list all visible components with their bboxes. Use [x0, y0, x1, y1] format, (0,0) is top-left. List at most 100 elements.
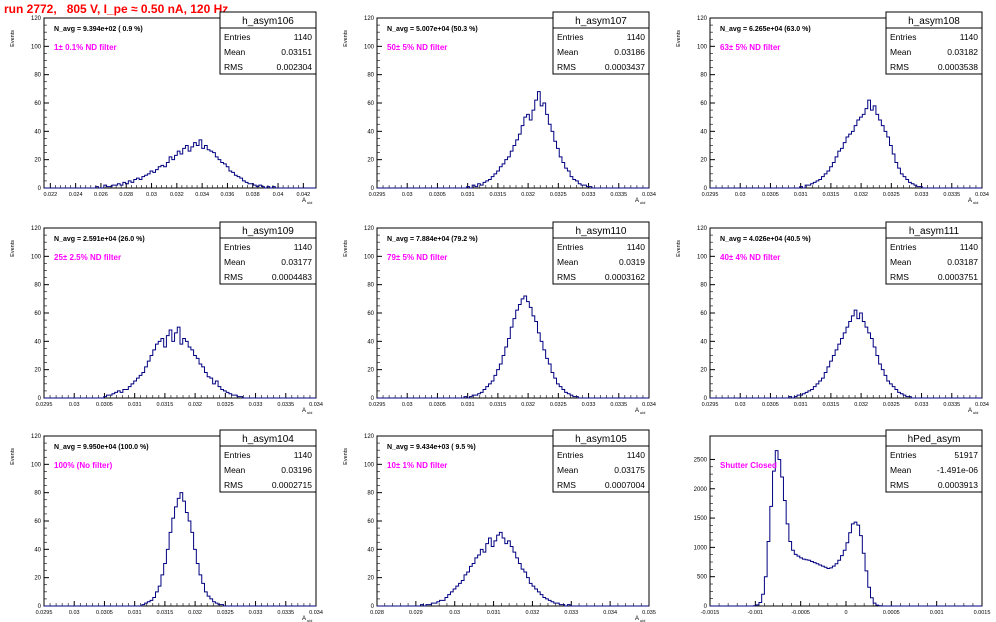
y-tick-label: 80 — [367, 491, 374, 497]
stats-value: 0.03187 — [947, 257, 978, 267]
stats-key: RMS — [890, 272, 909, 282]
stats-value: 1140 — [960, 32, 979, 42]
y-tick-label: 20 — [34, 158, 41, 164]
stats-key: Mean — [557, 47, 579, 57]
histogram-series — [377, 531, 649, 607]
stats-key: Mean — [890, 465, 912, 475]
stats-value: 0.03175 — [614, 465, 645, 475]
y-tick-label: 120 — [364, 16, 375, 22]
stats-box-title: h_asym106 — [242, 16, 294, 27]
y-tick-label: 0 — [38, 604, 42, 610]
y-tick-label: 40 — [34, 129, 41, 135]
x-axis-label: A — [302, 198, 306, 204]
y-axis-label: Events — [10, 30, 16, 47]
y-axis-label: Events — [10, 448, 16, 465]
y-tick-label: 40 — [34, 339, 41, 345]
stats-value: -1.491e-06 — [937, 465, 978, 475]
stats-key: Entries — [557, 450, 583, 460]
navg-label: N_avg = 9.434e+03 ( 9.5 %) — [387, 444, 476, 451]
x-tick-label: 0.024 — [69, 192, 83, 198]
x-axis-label-subscript: uid — [973, 410, 978, 415]
stats-value: 0.03182 — [947, 47, 978, 57]
stats-key: RMS — [557, 272, 576, 282]
y-tick-label: 1500 — [694, 516, 708, 522]
x-tick-label: 0.034 — [975, 192, 989, 198]
x-tick-label: 0.0305 — [762, 192, 779, 198]
x-axis-label-subscript: uid — [640, 618, 645, 622]
x-tick-label: 0.032 — [188, 402, 202, 408]
navg-label: N_avg = 4.026e+04 (40.5 %) — [720, 236, 811, 243]
y-tick-label: 80 — [700, 283, 707, 289]
y-tick-label: 80 — [700, 73, 707, 79]
stats-box — [552, 11, 650, 75]
y-tick-label: 80 — [34, 73, 41, 79]
x-tick-label: 0.032 — [188, 610, 202, 616]
y-tick-label: 100 — [31, 254, 42, 260]
x-tick-label: 0.031 — [461, 192, 475, 198]
x-tick-label: 0.0335 — [610, 402, 627, 408]
y-axis-label: Events — [343, 240, 349, 257]
y-tick-label: 40 — [367, 339, 374, 345]
stats-box — [885, 221, 983, 285]
filter-annotation: 40± 4% ND filter — [720, 253, 780, 262]
stats-key: Mean — [890, 47, 912, 57]
y-tick-label: 20 — [34, 576, 41, 582]
x-tick-label: 0.04 — [273, 192, 284, 198]
y-tick-label: 120 — [364, 434, 375, 440]
y-tick-label: 40 — [700, 129, 707, 135]
x-tick-label: 0.032 — [170, 192, 184, 198]
x-tick-label: 0.0335 — [277, 610, 294, 616]
x-tick-label: 0.033 — [582, 192, 596, 198]
stats-box-title: h_asym110 — [576, 226, 627, 237]
y-tick-label: 100 — [364, 44, 375, 50]
x-tick-label: 0.033 — [915, 192, 929, 198]
x-tick-label: 0.0325 — [883, 192, 900, 198]
y-tick-label: 120 — [364, 226, 375, 232]
x-tick-label: 0.03 — [69, 402, 80, 408]
y-axis-label: Events — [676, 30, 682, 47]
x-tick-label: 0.03 — [735, 192, 746, 198]
x-tick-label: 0.033 — [564, 610, 578, 616]
navg-label: N_avg = 6.265e+04 (63.0 %) — [720, 26, 811, 33]
y-tick-label: 120 — [697, 226, 708, 232]
x-tick-label: 0.031 — [487, 610, 501, 616]
x-tick-label: 0.03 — [146, 192, 157, 198]
x-tick-label: -0.001 — [748, 610, 764, 616]
y-tick-label: 120 — [697, 16, 708, 22]
x-tick-label: 0.029 — [409, 610, 423, 616]
stats-key: RMS — [557, 480, 576, 490]
histogram-panel-h_asym109: 0 20 40 60 80 100 120 0.0295 0.03 0.0305 0.031 0.03… — [10, 221, 323, 415]
histogram-panel-h_asym110: 0 20 40 60 80 100 120 0.0295 0.03 0.0305 0.031 0.03… — [343, 221, 656, 415]
stats-value: 1140 — [294, 242, 313, 252]
stats-key: Mean — [890, 257, 912, 267]
y-tick-label: 60 — [367, 101, 374, 107]
y-axis-label: Events — [343, 448, 349, 465]
x-tick-label: 0.031 — [128, 402, 142, 408]
stats-value: 0.0007004 — [605, 480, 645, 490]
x-axis-label-subscript: uid — [307, 200, 312, 205]
y-tick-label: 0 — [704, 396, 708, 402]
histogram-series — [44, 492, 316, 607]
filter-annotation: Shutter Closed — [720, 461, 777, 470]
x-tick-label: 0.0015 — [974, 610, 991, 616]
x-tick-label: 0.034 — [195, 192, 209, 198]
x-tick-label: 0.0005 — [883, 610, 900, 616]
x-axis-label-subscript: uid — [307, 410, 312, 415]
y-tick-label: 40 — [367, 547, 374, 553]
y-tick-label: 60 — [367, 519, 374, 525]
y-tick-label: 20 — [367, 158, 374, 164]
x-tick-label: 0.034 — [642, 192, 656, 198]
x-tick-label: 0.0315 — [489, 402, 506, 408]
x-tick-label: 0.0315 — [489, 192, 506, 198]
histogram-panel-h_asym104: 0 20 40 60 80 100 120 0.0295 0.03 0.0305 0.031 0.03… — [10, 429, 323, 622]
x-axis-label-subscript: uid — [973, 200, 978, 205]
x-tick-label: 0.0325 — [550, 192, 567, 198]
y-tick-label: 100 — [31, 44, 42, 50]
stats-key: Mean — [557, 257, 579, 267]
filter-annotation: 63± 5% ND filter — [720, 43, 780, 52]
stats-key: Mean — [224, 465, 246, 475]
x-tick-label: 0.035 — [642, 610, 656, 616]
x-axis-label: A — [635, 616, 639, 622]
histogram-panel-h_asym105: 0 20 40 60 80 100 120 0.028 0.029 0.03 0.031 0.032 0… — [343, 429, 656, 622]
x-tick-label: 0.03 — [449, 610, 460, 616]
